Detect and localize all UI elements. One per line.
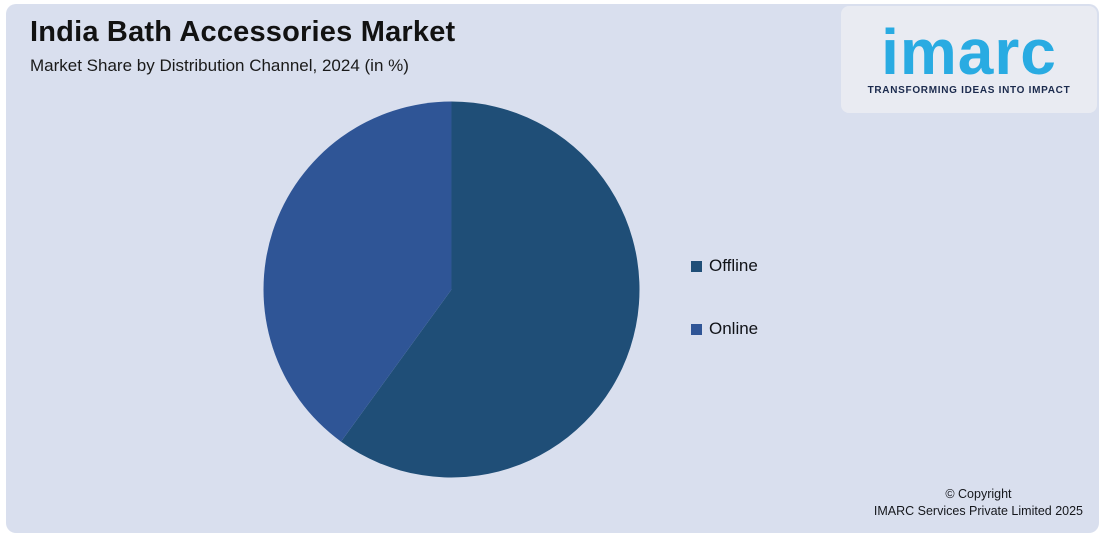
header: India Bath Accessories Market Market Sha… [30,16,455,76]
legend-swatch-online-icon [691,323,702,335]
imarc-wordmark: imarc [881,16,1057,89]
page-title: India Bath Accessories Market [30,16,456,48]
copyright-line1: © Copyright [945,487,1012,502]
legend-label-offline: Offline [709,256,758,275]
legend-item-offline: Offline [691,256,758,276]
pie-chart [263,101,640,478]
legend-label-online: Online [709,319,759,338]
pie-slice-offline [340,101,640,478]
page-subtitle: Market Share by Distribution Channel, 20… [30,56,409,75]
pie-slice-online [263,101,452,442]
copyright-line2: IMARC Services Private Limited 2025 [873,504,1083,519]
copyright: © Copyright IMARC Services Private Limit… [874,486,1083,520]
legend-swatch-offline-icon [691,260,702,272]
legend: Offline Online [691,256,758,339]
imarc-tagline: TRANSFORMING IDEAS INTO IMPACT [867,84,1071,96]
imarc-logo: imarc TRANSFORMING IDEAS INTO IMPACT [841,6,1097,113]
chart-canvas: India Bath Accessories Market Market Sha… [6,4,1099,533]
legend-item-online: Online [691,319,758,339]
